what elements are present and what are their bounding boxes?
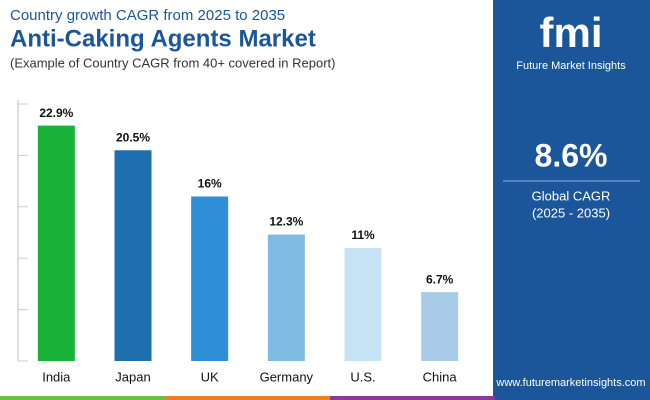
footer-strip	[165, 396, 330, 400]
sidebar-label: Global CAGR	[532, 188, 611, 203]
chart-title: Anti-Caking Agents Market	[10, 25, 316, 52]
footer-url: www.futuremarketinsights.com	[495, 377, 645, 389]
bar	[37, 125, 75, 361]
value-label: 11%	[351, 228, 375, 242]
value-label: 12.3%	[269, 215, 303, 229]
value-label: 16%	[198, 177, 222, 191]
supertitle: Country growth CAGR from 2025 to 2035	[10, 7, 285, 24]
x-tick-label: UK	[201, 369, 219, 384]
x-tick-label: China	[423, 369, 458, 384]
footer-strip	[0, 396, 165, 400]
x-tick-label: U.S.	[350, 369, 375, 384]
bar	[191, 196, 229, 361]
footer-strip	[330, 396, 495, 400]
x-tick-label: Germany	[260, 369, 314, 384]
logo-mark: fmi	[540, 9, 603, 56]
value-label: 6.7%	[426, 272, 454, 286]
logo-name: Future Market Insights	[516, 60, 626, 72]
value-label: 22.9%	[39, 106, 73, 120]
bar	[267, 234, 305, 361]
bar	[421, 292, 459, 361]
sidebar-panel	[493, 0, 650, 396]
x-tick-label: Japan	[115, 369, 150, 384]
subtitle: (Example of Country CAGR from 40+ covere…	[10, 55, 336, 70]
footer-strip	[495, 396, 650, 400]
value-label: 20.5%	[116, 130, 150, 144]
bar	[344, 247, 382, 361]
sidebar-period: (2025 - 2035)	[532, 205, 610, 220]
sidebar-value: 8.6%	[535, 137, 608, 173]
bar	[114, 150, 152, 361]
x-tick-label: India	[42, 369, 71, 384]
